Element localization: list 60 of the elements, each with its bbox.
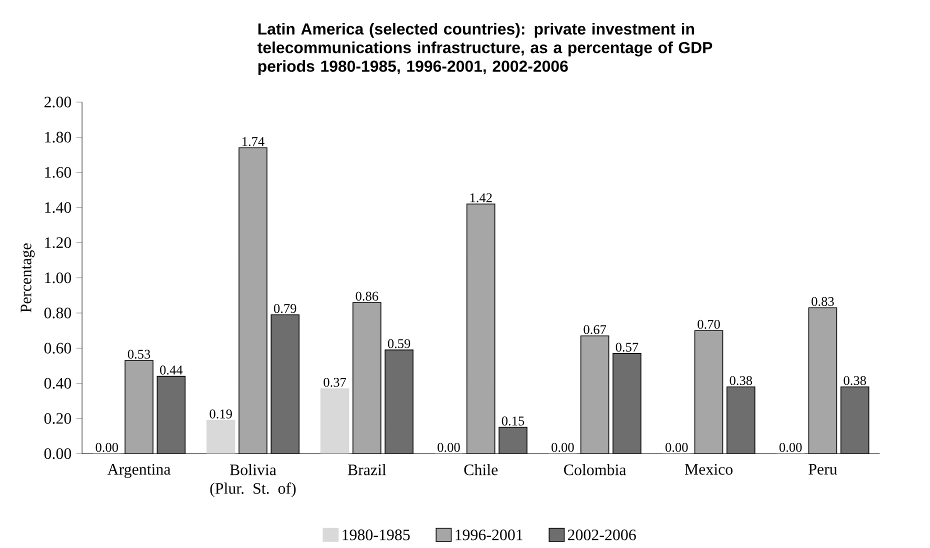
bar [238, 147, 268, 454]
y-tick-label: 0.60 [44, 342, 72, 354]
x-tick-label: Chile [464, 464, 498, 476]
data-label: 0.53 [128, 350, 150, 359]
data-label: 0.00 [438, 442, 460, 452]
y-tick-label: 0.40 [44, 378, 72, 389]
data-label: 0.44 [160, 365, 183, 374]
y-tick-label: 1.80 [45, 132, 72, 143]
data-label: 0.79 [274, 304, 296, 313]
data-label: 0.15 [502, 416, 524, 426]
data-label: 0.37 [324, 378, 346, 387]
bar [498, 426, 528, 454]
data-label: 0.00 [779, 442, 802, 452]
data-label: 0.00 [666, 442, 688, 452]
x-tick-label: Mexico [684, 464, 733, 475]
data-label: 0.67 [584, 325, 606, 334]
data-label: 0.59 [388, 339, 410, 348]
legend-label: 1996-2001 [456, 529, 522, 540]
bar [840, 386, 870, 454]
bar [808, 307, 838, 454]
x-tick-label: Argentina [107, 464, 171, 478]
bar [612, 352, 642, 454]
bar [352, 302, 382, 454]
data-label: 0.70 [698, 320, 720, 329]
legend-label: 1980-1985 [342, 529, 410, 540]
y-tick-label: 1.20 [45, 237, 72, 248]
x-tick-label: Bolivia (Plur. St. of) [210, 464, 296, 497]
y-tick-label: 1.60 [45, 166, 72, 178]
y-tick-label: 2.00 [44, 96, 72, 108]
y-tick-label: 1.00 [45, 272, 72, 284]
x-tick-label: Colombia [564, 464, 626, 476]
bar [694, 330, 724, 454]
bar [384, 349, 414, 454]
bar [320, 388, 350, 454]
data-label: 0.57 [616, 342, 638, 352]
data-label: 0.00 [552, 442, 574, 452]
legend-label: 2002-2006 [568, 529, 636, 540]
data-label: 0.83 [812, 296, 834, 306]
y-tick-label: 0.00 [44, 448, 72, 459]
y-tick-label: 0.20 [44, 412, 72, 424]
y-tick-label: 0.80 [44, 308, 72, 318]
data-label: 0.19 [210, 409, 232, 418]
data-label: 0.86 [356, 292, 378, 301]
y-tick-label: 1.40 [45, 202, 72, 213]
x-tick-label: Brazil [348, 464, 386, 476]
data-label: 0.38 [730, 376, 752, 386]
data-label: 1.74 [242, 137, 264, 146]
bar [726, 386, 756, 454]
data-label: 0.00 [96, 442, 118, 452]
chart-subtitle: periods 1980-1985, 1996-2001, 2002-2006 [258, 60, 568, 75]
data-label: 1.42 [470, 193, 492, 202]
bar [206, 420, 236, 454]
bar [466, 204, 496, 454]
data-label: 0.38 [844, 376, 866, 386]
bar [270, 314, 300, 454]
x-tick-label: Peru [808, 464, 838, 475]
bar [580, 335, 610, 454]
bar [156, 376, 186, 454]
bar [124, 360, 154, 454]
y-axis-title: Percentage [20, 243, 35, 312]
